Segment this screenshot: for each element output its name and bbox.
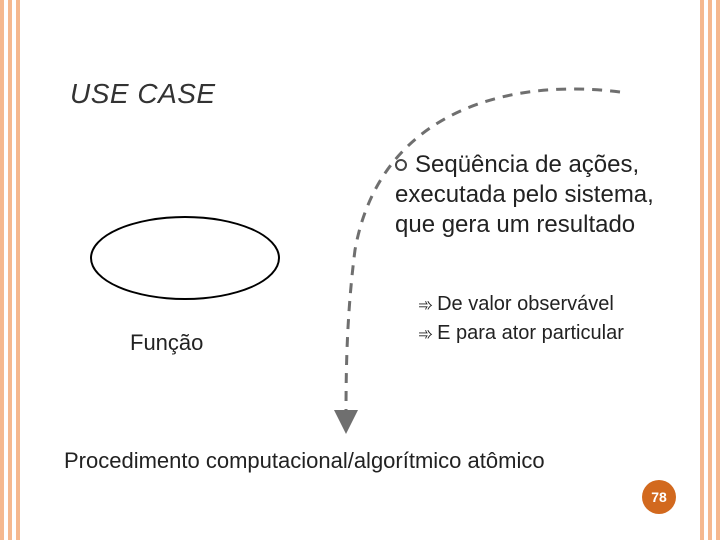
left-decorative-border — [0, 0, 20, 540]
sub-bullet-text: De valor observável — [437, 293, 614, 315]
right-decorative-border — [700, 0, 720, 540]
usecase-ellipse — [90, 216, 280, 300]
sub-bullet-marker-icon: ➾ — [418, 321, 433, 347]
sub-bullet-marker-icon: ➾ — [418, 292, 433, 318]
sub-bullet-item: ➾E para ator particular — [418, 319, 708, 348]
sub-bullet-list: ➾De valor observável ➾E para ator partic… — [418, 290, 708, 348]
bottom-summary-text: Procedimento computacional/algorítmico a… — [64, 448, 545, 474]
ellipse-caption: Função — [130, 330, 203, 356]
main-bullet: Seqüência de ações, executada pelo siste… — [395, 150, 695, 240]
bullet-marker-icon — [395, 159, 407, 171]
page-number-badge: 78 — [642, 480, 676, 514]
sub-bullet-text: E para ator particular — [437, 322, 624, 344]
main-bullet-text: Seqüência de ações, executada pelo siste… — [395, 151, 654, 238]
page-number: 78 — [651, 489, 667, 505]
sub-bullet-item: ➾De valor observável — [418, 290, 708, 319]
slide-title: USE CASE — [70, 78, 216, 110]
